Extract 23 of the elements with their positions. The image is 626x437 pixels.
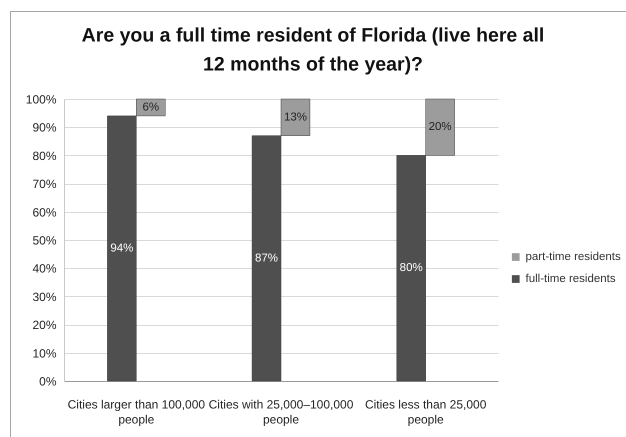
- legend-label: part-time residents: [526, 251, 621, 264]
- data-label: 94%: [110, 242, 134, 254]
- y-tick-label: 10%: [32, 346, 57, 360]
- y-tick-label: 30%: [32, 290, 57, 304]
- y-tick-label: 90%: [32, 120, 57, 135]
- y-tick-label: 80%: [32, 148, 57, 163]
- y-tick-label: 100%: [26, 92, 57, 106]
- x-tick-label: Cities with 25,000–100,000 people: [208, 398, 354, 426]
- y-tick-label: 60%: [32, 205, 57, 220]
- data-label: 20%: [428, 121, 452, 134]
- data-label: 6%: [142, 101, 160, 114]
- y-tick-label: 70%: [32, 177, 57, 192]
- y-tick-label: 20%: [32, 318, 57, 332]
- x-tick-label: Cities larger than 100,000 people: [68, 398, 206, 426]
- chart-title: Are you a full time resident of Florida (live here all 12 months of the year)?: [82, 24, 544, 76]
- y-tick-label: 0%: [39, 374, 57, 388]
- x-tick-label: Cities less than 25,000 people: [364, 398, 487, 426]
- y-tick-label: 40%: [32, 262, 57, 276]
- y-tick-label: 50%: [32, 234, 57, 248]
- data-label: 80%: [400, 262, 423, 274]
- data-label: 87%: [255, 252, 278, 264]
- data-label: 13%: [284, 111, 307, 124]
- legend-label: full-time residents: [526, 273, 616, 286]
